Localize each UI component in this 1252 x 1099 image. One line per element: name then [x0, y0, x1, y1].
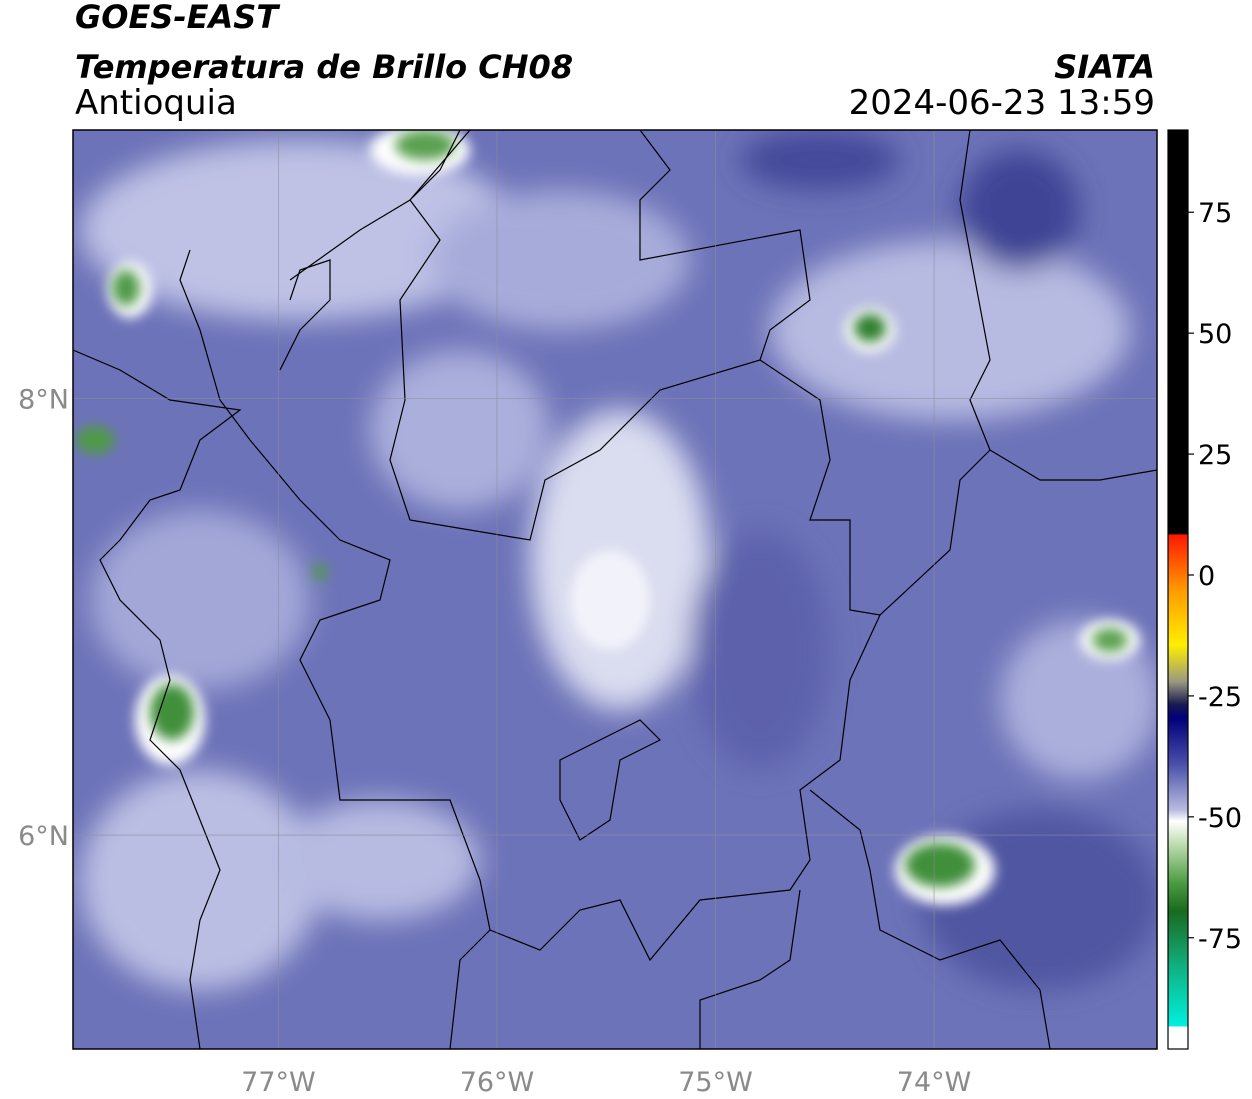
colorbar	[1167, 129, 1189, 1050]
timestamp: 2024-06-23 13:59	[849, 83, 1155, 123]
colorbar-tick-label: -75	[1198, 924, 1242, 955]
title: GOES-EAST	[75, 0, 280, 36]
x-tick-label: 74°W	[897, 1067, 972, 1098]
colorbar-tick-label: 50	[1198, 319, 1232, 350]
y-tick-label: 6°N	[18, 821, 69, 852]
colorbar-tick-label: 25	[1198, 440, 1232, 471]
x-tick-label: 75°W	[678, 1067, 753, 1098]
colorbar-tick-label: -50	[1198, 803, 1242, 834]
colorbar-tick-label: -25	[1198, 682, 1242, 713]
colorbar-tick-label: 75	[1198, 198, 1232, 229]
x-tick-label: 77°W	[241, 1067, 316, 1098]
y-tick-label: 8°N	[18, 384, 69, 415]
subtitle: Temperatura de Brillo CH08	[75, 48, 573, 86]
x-tick-label: 76°W	[460, 1067, 535, 1098]
colorbar-tick-label: 0	[1198, 561, 1215, 592]
map-frame	[72, 129, 1158, 1050]
satellite-image	[73, 130, 1157, 1049]
region: Antioquia	[75, 83, 237, 123]
source: SIATA	[1054, 48, 1155, 86]
boundaries	[73, 130, 1157, 1049]
graticule	[73, 130, 1157, 1049]
